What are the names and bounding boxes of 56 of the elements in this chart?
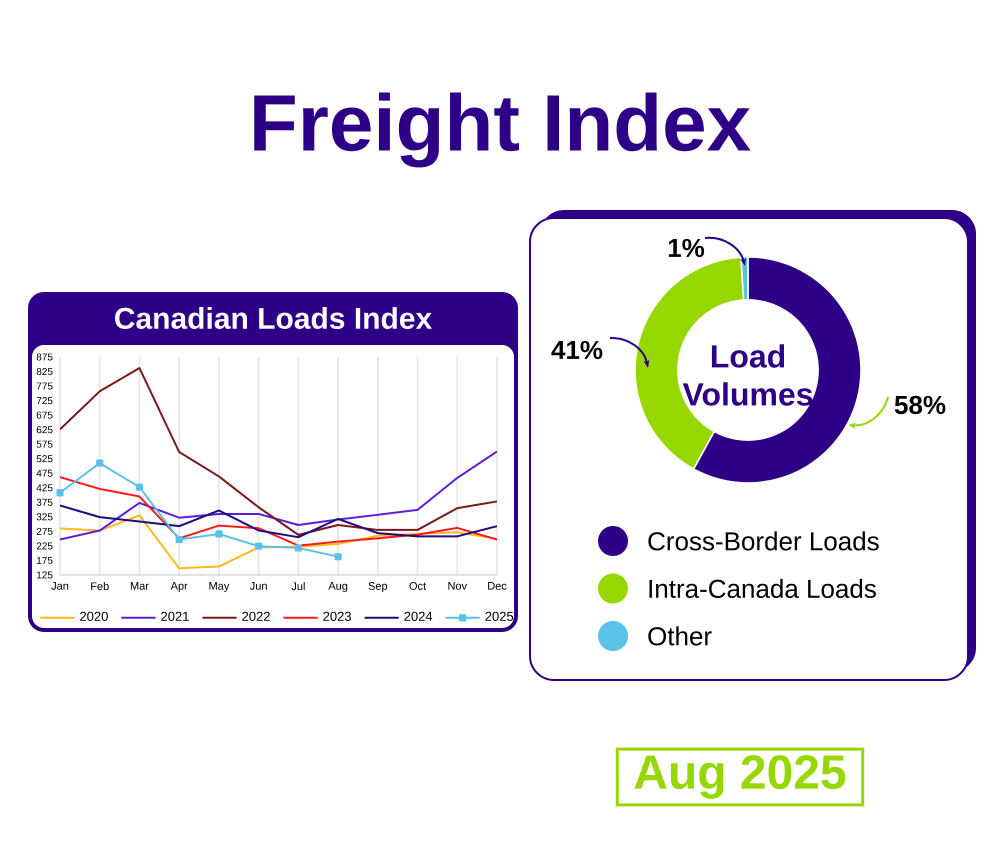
point bbox=[136, 484, 144, 491]
chart-title: Canadian Loads Index bbox=[115, 306, 432, 329]
text: Load Volumes bbox=[682, 344, 812, 406]
x-tick-label: Dec bbox=[488, 582, 506, 590]
point bbox=[215, 530, 223, 538]
x-tick-label: Jan bbox=[51, 582, 68, 590]
legend-label: 2025 bbox=[485, 612, 514, 621]
legend-label: Intra-Canada Loads bbox=[649, 578, 876, 598]
y-tick-label: 225 bbox=[36, 542, 53, 550]
point bbox=[56, 489, 64, 496]
x-tick-label: Aug bbox=[328, 582, 348, 592]
data-label: 41% bbox=[551, 340, 602, 360]
y-tick-label: 575 bbox=[36, 440, 53, 448]
y-tick-label: 625 bbox=[36, 426, 53, 434]
y-tick-label: 375 bbox=[36, 498, 53, 506]
x-tick-label: Feb bbox=[91, 582, 109, 590]
y-tick-label: 125 bbox=[37, 571, 53, 579]
data-label: 58% bbox=[894, 396, 946, 414]
x-tick-label: Sep bbox=[368, 582, 388, 592]
legend-label: Other bbox=[648, 626, 712, 646]
x-tick-label: Apr bbox=[170, 582, 188, 592]
legend-label: 2023 bbox=[323, 612, 351, 621]
line-series bbox=[60, 367, 498, 536]
y-tick-label: 725 bbox=[36, 397, 53, 404]
y-tick-label: 325 bbox=[36, 513, 53, 520]
text: Aug 2025 bbox=[634, 755, 846, 799]
point bbox=[255, 542, 262, 550]
legend-label: Cross-Border Loads bbox=[648, 531, 879, 551]
y-tick-label: 175 bbox=[37, 556, 53, 564]
x-tick-label: Oct bbox=[410, 582, 426, 590]
x-tick-label: Nov bbox=[448, 582, 468, 590]
y-tick-label: 875 bbox=[36, 353, 53, 361]
x-tick-label: May bbox=[209, 582, 230, 592]
x-tick-label: Jun bbox=[250, 582, 267, 590]
legend-label: 2022 bbox=[242, 612, 270, 621]
line-series bbox=[60, 514, 498, 570]
y-tick-label: 675 bbox=[36, 412, 53, 419]
legend-label: 2021 bbox=[161, 612, 189, 621]
data-label: 1% bbox=[668, 238, 704, 258]
line-series bbox=[60, 504, 498, 538]
y-tick-label: 475 bbox=[36, 470, 53, 477]
legend-label: 2020 bbox=[80, 612, 108, 621]
line-series bbox=[60, 450, 498, 541]
y-tick-label: 425 bbox=[36, 484, 53, 492]
text: Freight Index bbox=[254, 92, 751, 168]
y-tick-label: 525 bbox=[36, 455, 53, 462]
x-tick-label: Mar bbox=[130, 582, 149, 590]
point bbox=[334, 553, 342, 560]
y-tick-label: 775 bbox=[36, 382, 53, 390]
y-tick-label: 825 bbox=[36, 368, 53, 376]
legend-label: 2024 bbox=[404, 612, 432, 621]
y-tick-label: 275 bbox=[36, 528, 53, 535]
x-tick-label: Jul bbox=[291, 582, 305, 590]
point bbox=[294, 544, 302, 552]
point bbox=[96, 459, 104, 467]
point bbox=[176, 536, 183, 544]
